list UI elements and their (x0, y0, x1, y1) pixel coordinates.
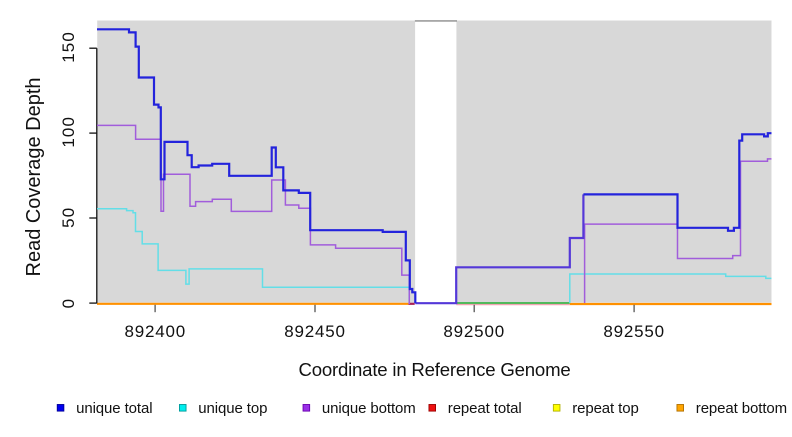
svg-text:150: 150 (59, 31, 78, 63)
svg-text:Coordinate in Reference Genome: Coordinate in Reference Genome (298, 359, 570, 380)
svg-text:50: 50 (59, 207, 78, 228)
svg-text:0: 0 (59, 298, 78, 309)
svg-text:Read Coverage Depth: Read Coverage Depth (23, 77, 45, 276)
svg-text:unique total: unique total (76, 400, 152, 417)
svg-text:repeat total: repeat total (448, 400, 522, 417)
svg-text:unique bottom: unique bottom (322, 400, 416, 417)
svg-text:100: 100 (59, 116, 78, 148)
svg-text:repeat bottom: repeat bottom (696, 400, 787, 417)
svg-text:repeat top: repeat top (572, 400, 639, 417)
svg-text:892400: 892400 (125, 322, 187, 341)
svg-text:892450: 892450 (284, 322, 346, 341)
svg-text:892550: 892550 (603, 322, 665, 341)
svg-text:892500: 892500 (443, 322, 505, 341)
svg-text:unique top: unique top (198, 400, 267, 417)
